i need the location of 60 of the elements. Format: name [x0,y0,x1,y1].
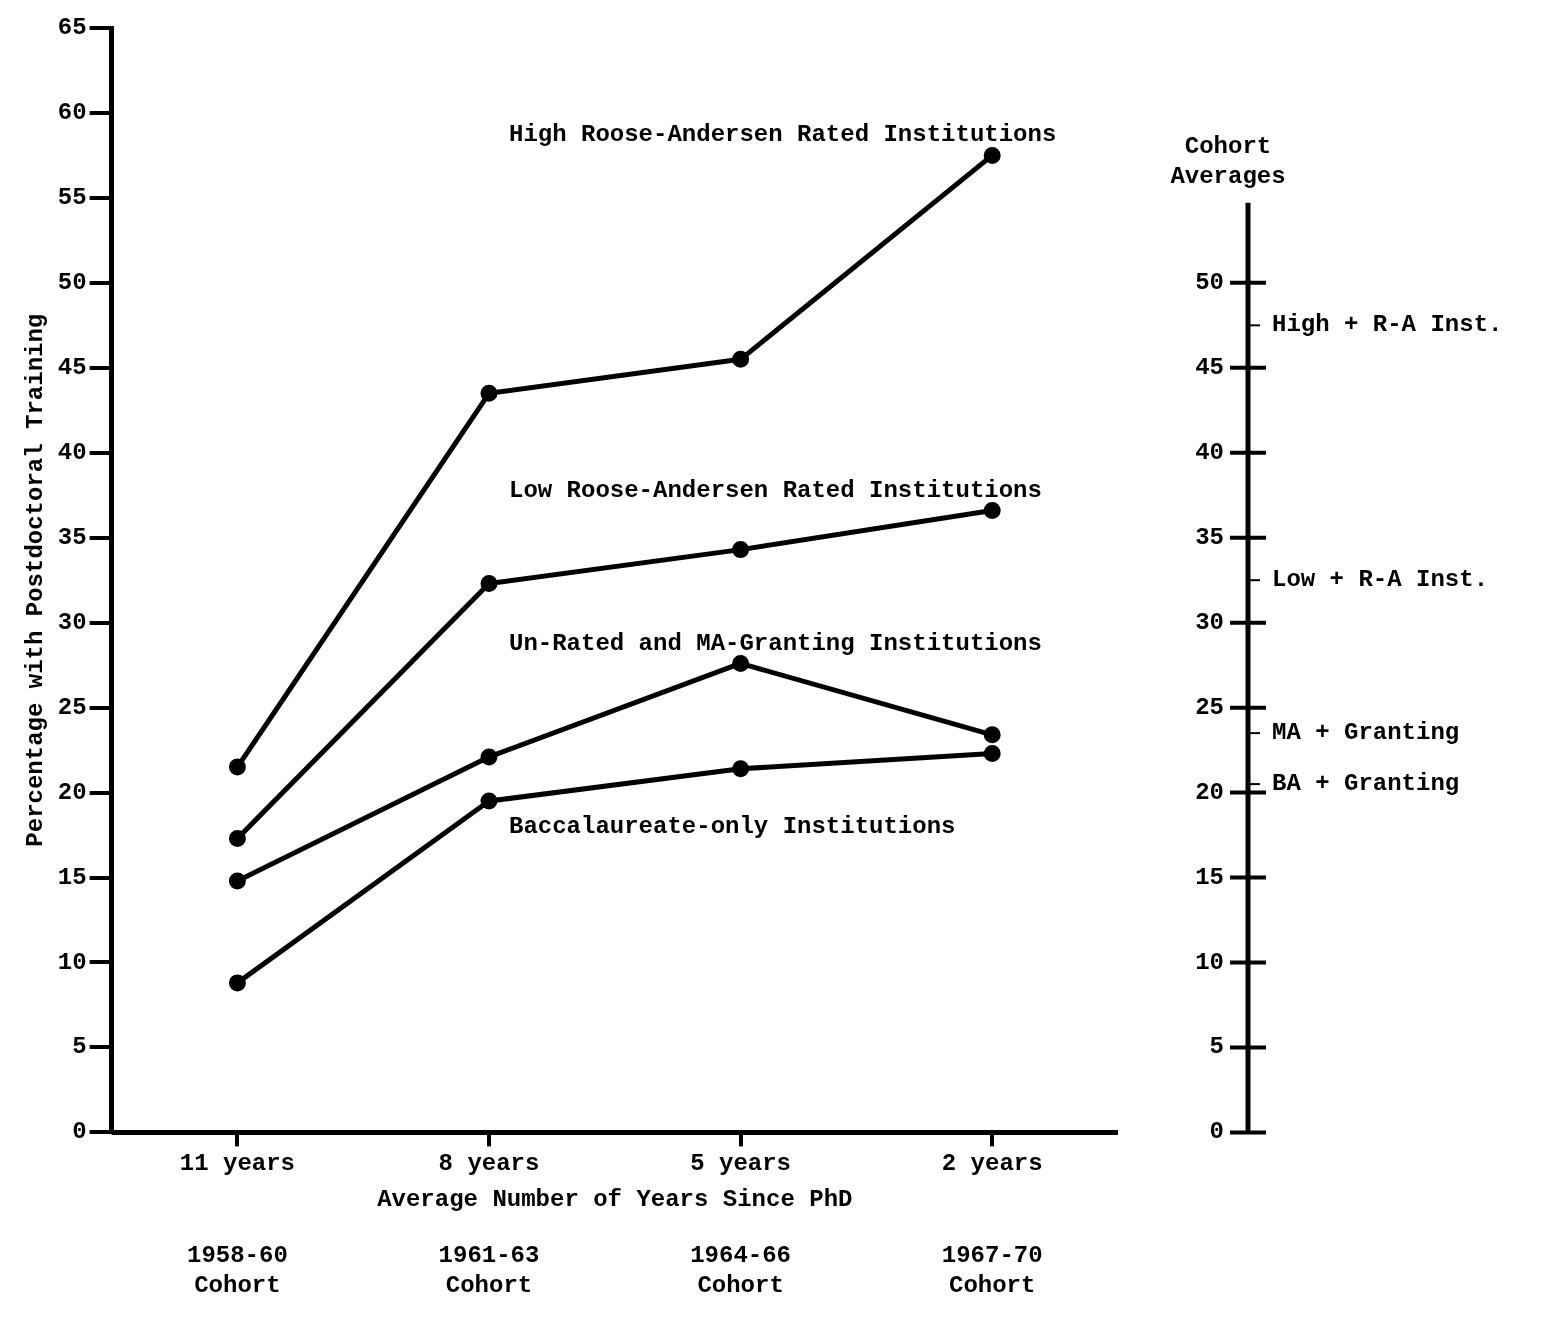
y2-tick-label: 50 [1195,268,1224,296]
text: 1961-63 Cohort [438,1242,540,1300]
ref-line-label: Low + R-A Inst. [1272,566,1489,594]
y2-axis-title: Cohort Averages [1170,132,1286,190]
y2-tick-label: 15 [1195,863,1224,891]
y-tick-label: 65 [57,14,87,42]
y-tick-label: 50 [57,268,87,296]
point [983,726,1001,744]
point [228,872,246,890]
x-tick-label: 8 years [438,1149,540,1177]
series-label: Un-Rated and MA-Granting Institutions [509,630,1042,658]
y2-tick-label: 25 [1195,693,1224,721]
y-tick-label: 35 [57,523,87,551]
point [983,146,1001,164]
ref-line-label: BA + Granting [1272,770,1460,798]
point [732,541,750,559]
y2-tick-label: 10 [1195,948,1224,976]
text: 1964-66 Cohort [690,1242,792,1300]
y-tick-label: 40 [57,438,87,466]
ref-line-label: MA + Granting [1272,719,1460,747]
point [480,384,498,402]
y-tick-label: 30 [57,608,87,636]
y2-tick-label: 45 [1195,353,1224,381]
y2-tick-label: 35 [1195,523,1224,551]
point [480,792,498,810]
y2-tick-label: 20 [1195,778,1224,806]
y-tick-label: 60 [57,99,87,126]
x-tick-label: 2 years [941,1149,1043,1177]
point [228,974,246,992]
y-tick-label: 55 [57,183,87,211]
point [228,758,246,776]
ref-line-label: High + R-A Inst. [1272,311,1503,339]
y-tick-label: 5 [72,1033,87,1061]
point [983,745,1001,763]
point [983,502,1001,520]
y2-tick-label: 40 [1195,438,1224,466]
text: High Roose-Andersen Rated Institutions [509,121,1057,149]
y-tick-label: 45 [57,353,87,381]
y-tick-label: 10 [57,948,87,976]
y-tick-label: 25 [57,693,87,721]
point [480,748,498,766]
y2-tick-label: 0 [1209,1118,1224,1146]
series-label: Low Roose-Andersen Rated Institutions [509,476,1042,504]
point [480,575,498,593]
y-tick-label: 20 [57,778,87,806]
x-axis-title: Average Number of Years Since PhD [377,1185,853,1213]
point [732,654,750,672]
y-tick-label: 0 [72,1118,87,1146]
y-tick-label: 15 [57,863,87,891]
text: 1967-70 Cohort [941,1242,1043,1300]
y2-tick-label: 5 [1209,1033,1224,1061]
y-axis-title: Percentage with Postdoctoral Training [22,313,50,847]
series-label: Baccalaureate-only Institutions [509,812,956,840]
point [732,350,750,368]
x-tick-label: 11 years [179,1149,296,1177]
text: 1958-60 Cohort [186,1242,288,1300]
y2-tick-label: 30 [1195,608,1224,636]
point [228,829,246,847]
x-tick-label: 5 years [690,1149,792,1177]
point [732,760,750,778]
